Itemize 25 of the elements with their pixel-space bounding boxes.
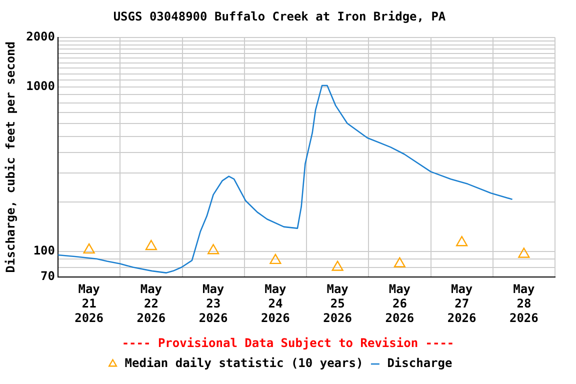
- x-tick-label: May 28 2026: [509, 282, 538, 325]
- legend-label: Median daily statistic (10 years): [124, 356, 364, 370]
- y-axis-title: Discharge, cubic feet per second: [3, 42, 18, 273]
- point: [394, 257, 406, 268]
- x-tick-label: May 22 2026: [136, 282, 166, 325]
- x-tick-label: May 25 2026: [323, 282, 352, 325]
- point: [145, 240, 157, 250]
- x-tick-label: May 21 2026: [74, 282, 104, 325]
- point: [456, 236, 468, 246]
- x-tick-label: May 23 2026: [198, 282, 228, 325]
- point: [270, 254, 282, 264]
- y-tick-label: 2000: [26, 30, 55, 44]
- text: ---- Provisional Data Subject to Revision ----: [122, 336, 454, 350]
- x-tick-label: May 26 2026: [385, 282, 414, 325]
- chart-title: USGS 03048900 Buffalo Creek at Iron Bridge, PA: [113, 9, 446, 24]
- y-tick-label: 70: [40, 268, 55, 283]
- x-tick-label: May 24 2026: [260, 282, 290, 325]
- point: [518, 248, 530, 258]
- point: [332, 260, 344, 271]
- y-tick-label: 100: [33, 243, 55, 258]
- point: [83, 243, 95, 254]
- legend-label: Discharge: [387, 356, 452, 370]
- point: [208, 244, 220, 254]
- x-tick-label: May 27 2026: [447, 282, 476, 325]
- y-tick-label: 1000: [26, 79, 55, 94]
